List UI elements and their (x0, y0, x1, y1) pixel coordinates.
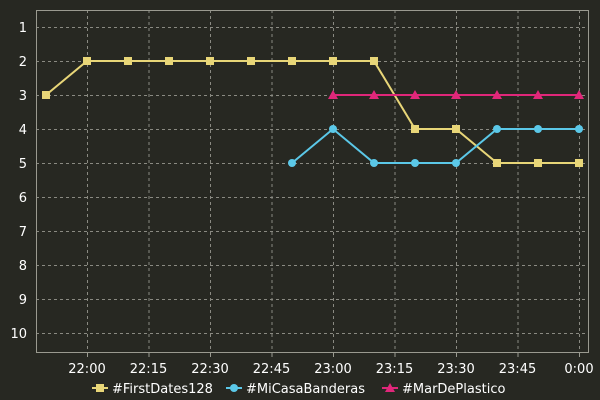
x-axis: 22:00 22:15 22:30 22:45 23:00 23:15 23:30 23:45… (68, 352, 594, 377)
y-tick-label: 6 (19, 191, 27, 206)
data-point (206, 57, 214, 65)
series-2 (328, 90, 584, 99)
data-point (247, 57, 255, 65)
data-point (328, 90, 338, 99)
data-point (575, 159, 583, 167)
legend-item: #MiCasaBanderas (226, 382, 365, 397)
series-1 (288, 125, 583, 167)
series-0 (42, 57, 583, 167)
legend: #FirstDates128 #MiCasaBanderas #MarDePlast… (92, 382, 505, 397)
legend-item: #FirstDates128 (92, 382, 213, 397)
x-tick-label: 22:30 (191, 362, 228, 377)
x-tick-label: 23:00 (314, 362, 351, 377)
data-point (329, 57, 337, 65)
data-point (575, 125, 583, 133)
y-tick-label: 8 (19, 259, 27, 274)
data-point (452, 125, 460, 133)
data-point (534, 125, 542, 133)
data-point (165, 57, 173, 65)
data-point (493, 125, 501, 133)
grid (36, 10, 588, 352)
x-tick-label: 23:15 (376, 362, 413, 377)
series-group (42, 57, 584, 167)
x-tick-label: 0:00 (564, 362, 593, 377)
data-point (288, 57, 296, 65)
series-line (291, 127, 579, 164)
data-point (83, 57, 91, 65)
series-line (45, 60, 579, 164)
legend-marker (385, 383, 395, 392)
x-tick-label: 23:45 (499, 362, 536, 377)
legend-marker (96, 384, 104, 392)
x-tick-label: 22:15 (130, 362, 167, 377)
plot-frame (36, 10, 589, 353)
y-tick-label: 1 (19, 21, 27, 36)
y-tick-label: 4 (19, 123, 27, 138)
data-point (534, 159, 542, 167)
legend-label: #MiCasaBanderas (246, 382, 365, 397)
y-tick-label: 7 (19, 225, 27, 240)
x-tick-label: 23:30 (437, 362, 474, 377)
data-point (42, 91, 50, 99)
y-tick-label: 10 (10, 327, 27, 342)
data-point (124, 57, 132, 65)
data-point (451, 90, 461, 99)
data-point (370, 57, 378, 65)
x-tick-label: 22:00 (68, 362, 105, 377)
x-tick-label: 22:45 (253, 362, 290, 377)
data-point (370, 159, 378, 167)
data-point (329, 125, 337, 133)
data-point (492, 90, 502, 99)
data-point (574, 90, 584, 99)
legend-label: #MarDePlastico (402, 382, 505, 397)
y-tick-label: 2 (19, 55, 27, 70)
data-point (533, 90, 543, 99)
data-point (369, 90, 379, 99)
data-point (288, 159, 296, 167)
y-axis: 1 2 3 4 5 6 7 8 9 10 (10, 21, 27, 342)
data-point (411, 125, 419, 133)
data-point (452, 159, 460, 167)
y-tick-label: 5 (19, 157, 27, 172)
y-tick-label: 9 (19, 293, 27, 308)
legend-item: #MarDePlastico (382, 382, 505, 397)
legend-label: #FirstDates128 (112, 382, 213, 397)
data-point (411, 159, 419, 167)
y-tick-label: 3 (19, 89, 27, 104)
legend-marker (230, 384, 238, 392)
data-point (493, 159, 501, 167)
data-point (410, 90, 420, 99)
